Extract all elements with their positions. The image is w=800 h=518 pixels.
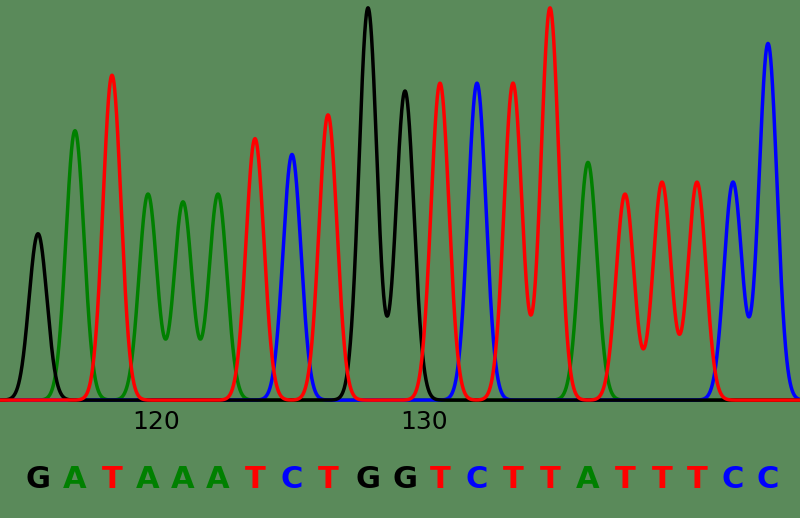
Text: T: T — [102, 465, 122, 494]
Text: 120: 120 — [132, 410, 180, 434]
Text: T: T — [245, 465, 266, 494]
Text: T: T — [502, 465, 523, 494]
Text: C: C — [757, 465, 779, 494]
Text: C: C — [722, 465, 744, 494]
Text: G: G — [393, 465, 418, 494]
Text: A: A — [171, 465, 195, 494]
Text: G: G — [26, 465, 50, 494]
Text: A: A — [206, 465, 230, 494]
Text: A: A — [136, 465, 160, 494]
Text: T: T — [318, 465, 338, 494]
Text: C: C — [466, 465, 488, 494]
Text: T: T — [686, 465, 707, 494]
Text: 130: 130 — [400, 410, 448, 434]
Text: T: T — [614, 465, 635, 494]
Text: T: T — [540, 465, 560, 494]
Text: A: A — [63, 465, 87, 494]
Text: T: T — [652, 465, 672, 494]
Text: T: T — [430, 465, 450, 494]
Text: C: C — [281, 465, 303, 494]
Text: A: A — [576, 465, 600, 494]
Text: G: G — [355, 465, 381, 494]
